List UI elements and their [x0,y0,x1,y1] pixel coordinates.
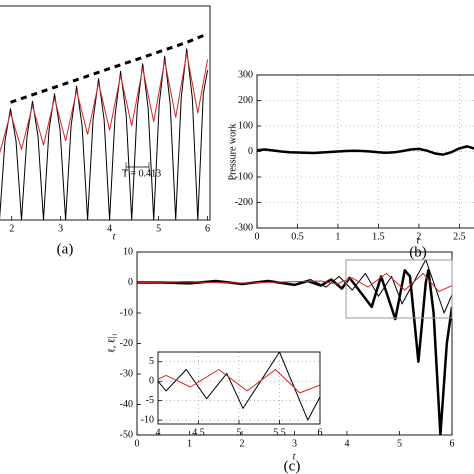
x-tick-label: 2 [416,231,421,242]
y-tick-label: 5 [149,356,154,367]
axes-frame [0,5,211,221]
y-tick-label: -20 [120,338,133,349]
x-tick-label: 5.5 [273,427,286,438]
y-axis-label: ℓ, ℓ|₁ [106,333,117,353]
x-tick-label: 4 [107,223,112,234]
x-tick-label: 2 [9,223,14,234]
x-axis-label: t [417,235,420,246]
x-tick-label: 6 [318,427,323,438]
data-line [137,272,452,293]
y-tick-label: 10 [123,246,133,257]
x-tick-label: 1 [335,231,340,242]
x-axis-label: t [293,451,296,462]
caption: (a) [57,241,74,257]
y-tick-label: -300 [235,222,253,233]
x-tick-label: 6 [450,438,455,449]
x-tick-label: 0 [255,231,260,242]
zoom-box [345,259,453,319]
x-tick-label: 5 [397,438,402,449]
y-tick-label: 0 [248,146,253,157]
data-line [0,52,209,154]
y-tick-label: 0 [149,375,154,386]
x-tick-label: 4 [156,427,161,438]
y-tick-label: 100 [238,120,253,131]
data-line [0,48,209,220]
data-line [137,259,452,314]
y-tick-label: -10 [120,307,133,318]
annotation: T = 0.413 [122,168,161,179]
data-line [158,352,320,421]
y-tick-label: 0 [128,277,133,288]
x-tick-label: 3 [292,438,297,449]
axes-frame [256,74,474,229]
y-tick-label: -100 [235,171,253,182]
x-tick-label: 1 [187,438,192,449]
x-tick-label: 4.5 [192,427,205,438]
y-tick-label: -30 [120,368,133,379]
x-tick-label: 0 [135,438,140,449]
data-line [137,269,452,435]
x-tick-label: 0.5 [291,231,304,242]
y-tick-label: 200 [238,95,253,106]
x-tick-label: 6 [205,223,210,234]
y-tick-label: -5 [146,395,154,406]
x-tick-label: 4 [345,438,350,449]
x-tick-label: 1.5 [372,231,385,242]
x-tick-label: 5 [237,427,242,438]
axes-frame [136,251,453,436]
y-tick-label: -10 [141,414,154,425]
x-tick-label: 3 [58,223,63,234]
x-tick-label: 2 [240,438,245,449]
y-axis-label: Pressure work [227,124,238,181]
y-tick-label: 300 [238,69,253,80]
x-tick-label: 2.5 [453,231,466,242]
data-line [158,369,320,394]
axes-frame [157,351,321,425]
caption: (c) [284,458,301,474]
x-axis-label: t [113,231,116,242]
data-line [10,32,209,104]
y-tick-label: -50 [120,429,133,440]
data-line [257,145,474,156]
x-tick-label: 5 [156,223,161,234]
y-tick-label: -40 [120,399,133,410]
y-tick-label: -200 [235,197,253,208]
